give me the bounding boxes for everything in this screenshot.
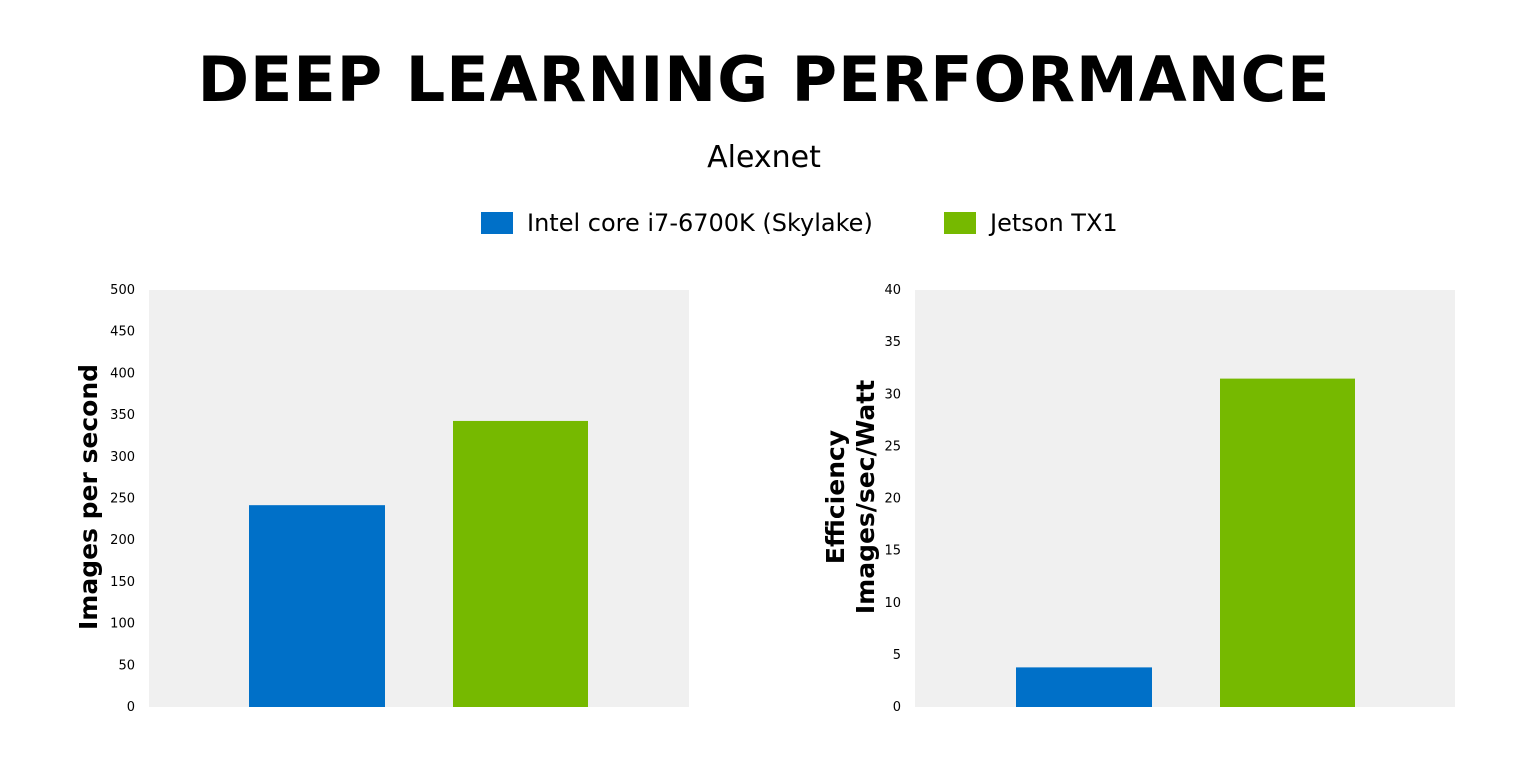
eff-ytick-label: 25 [884,439,901,454]
eff-bar-jetson [1220,378,1355,707]
eff-ytick-label: 10 [884,596,901,611]
perf-ytick-label: 350 [110,408,135,423]
perf-ylabel: Images per second [74,364,103,630]
legend-swatch-intel [481,212,513,234]
chart-title: DEEP LEARNING PERFORMANCE [197,43,1331,116]
legend-label-intel: Intel core i7-6700K (Skylake) [527,209,873,237]
perf-ytick-label: 450 [110,325,135,340]
eff-ytick-label: 15 [884,544,901,559]
eff-plot-area [915,290,1455,707]
legend: Intel core i7-6700K (Skylake) Jetson TX1 [0,206,1528,240]
images-per-second-chart: 0 50 100 150 200 250 300 350 400 450 500 Images per… [74,283,689,715]
perf-ytick-label: 200 [110,533,135,548]
legend-item-jetson: Jetson TX1 [944,206,1118,240]
perf-ytick-label: 300 [110,450,135,465]
eff-ylabel: Efficiency Images/sec/Watt [821,380,880,614]
legend-label-jetson: Jetson TX1 [990,209,1118,237]
perf-ytick-label: 250 [110,492,135,507]
perf-ytick-label: 400 [110,366,135,381]
perf-ytick-label: 500 [110,283,135,298]
eff-ytick-label: 35 [884,335,901,350]
perf-ytick-label: 150 [110,575,135,590]
perf-ytick-label: 50 [118,658,135,673]
perf-ytick-label: 0 [127,700,135,715]
eff-ytick-label: 40 [884,283,901,298]
eff-ylabel-line: Efficiency [821,430,850,564]
eff-ytick-label: 20 [884,492,901,507]
perf-ytick-label: 100 [110,617,135,632]
perf-bar-intel [249,505,385,707]
legend-item-intel: Intel core i7-6700K (Skylake) [481,206,873,240]
eff-bar-intel [1016,667,1152,707]
eff-ylabel-line: Images/sec/Watt [851,380,880,614]
perf-plot-area [149,290,689,707]
perf-bar-jetson [453,420,588,707]
eff-ytick-label: 0 [893,700,901,715]
legend-swatch-jetson [944,212,976,234]
chart-subtitle: Alexnet [707,140,821,175]
eff-ytick-label: 5 [893,648,901,663]
efficiency-chart: 0 5 10 15 20 25 30 35 40 Efficiency Images/sec/Wat… [821,283,1455,715]
perf-ylabel-line: Images per second [74,364,103,630]
eff-ytick-label: 30 [884,387,901,402]
